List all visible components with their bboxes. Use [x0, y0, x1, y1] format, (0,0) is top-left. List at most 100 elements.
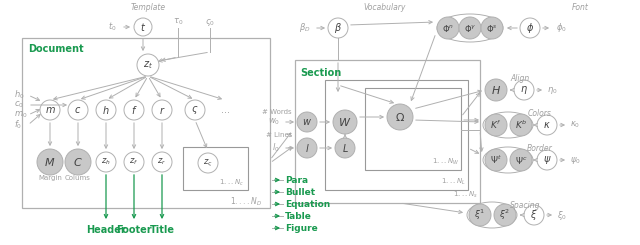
- Circle shape: [333, 110, 357, 134]
- Circle shape: [481, 17, 503, 39]
- Text: $z_t$: $z_t$: [143, 59, 153, 71]
- Text: $\varsigma_0$: $\varsigma_0$: [205, 16, 215, 27]
- Text: $\psi$: $\psi$: [543, 154, 551, 166]
- Text: # Words: # Words: [262, 109, 292, 115]
- Circle shape: [459, 17, 481, 39]
- Circle shape: [335, 138, 355, 158]
- Bar: [295, 60, 480, 203]
- Text: $K^b$: $K^b$: [515, 119, 527, 131]
- Text: $l_0$: $l_0$: [273, 142, 280, 154]
- Text: $\kappa$: $\kappa$: [543, 120, 551, 130]
- Text: $f_0$: $f_0$: [14, 119, 22, 131]
- Circle shape: [494, 204, 516, 226]
- Text: $\eta_0$: $\eta_0$: [547, 85, 557, 96]
- Circle shape: [510, 114, 532, 136]
- Circle shape: [137, 54, 159, 76]
- Text: $c_0$: $c_0$: [14, 100, 24, 110]
- Circle shape: [537, 150, 557, 170]
- Bar: [325, 80, 468, 190]
- Text: $\phi_0$: $\phi_0$: [556, 22, 567, 35]
- Circle shape: [96, 100, 116, 120]
- Text: Vocabulary: Vocabulary: [364, 3, 406, 12]
- Circle shape: [510, 149, 532, 171]
- Text: $w$: $w$: [302, 117, 312, 127]
- Text: Colors: Colors: [528, 109, 552, 118]
- Text: Colums: Colums: [65, 175, 91, 181]
- Text: Figure: Figure: [285, 223, 317, 233]
- Text: $t$: $t$: [140, 21, 146, 33]
- Bar: [365, 88, 461, 170]
- Text: $c$: $c$: [74, 105, 82, 115]
- Text: $1{...}N_L$: $1{...}N_L$: [441, 177, 466, 187]
- Circle shape: [65, 149, 91, 175]
- Circle shape: [328, 18, 348, 38]
- Text: $L$: $L$: [342, 142, 348, 154]
- Text: $w_0$: $w_0$: [268, 117, 280, 127]
- Circle shape: [485, 114, 507, 136]
- Text: $t_0$: $t_0$: [108, 21, 116, 33]
- Circle shape: [297, 138, 317, 158]
- Text: $z_r$: $z_r$: [157, 157, 166, 167]
- Text: ...: ...: [221, 105, 230, 115]
- Circle shape: [485, 79, 507, 101]
- Text: $\Omega$: $\Omega$: [395, 111, 405, 123]
- Circle shape: [124, 152, 144, 172]
- Text: $\Phi^\gamma$: $\Phi^\gamma$: [464, 23, 476, 34]
- Text: Align: Align: [510, 74, 530, 83]
- Text: $f$: $f$: [131, 104, 138, 116]
- Text: Title: Title: [150, 225, 175, 235]
- Circle shape: [37, 149, 63, 175]
- Text: Spacing: Spacing: [509, 200, 540, 209]
- Text: Section: Section: [300, 68, 341, 78]
- Text: $l$: $l$: [305, 142, 309, 154]
- Circle shape: [134, 18, 152, 36]
- Circle shape: [297, 112, 317, 132]
- Text: $h$: $h$: [102, 104, 109, 116]
- Circle shape: [514, 80, 534, 100]
- Text: Margin: Margin: [38, 175, 62, 181]
- Circle shape: [524, 205, 544, 225]
- Text: Template: Template: [131, 3, 166, 12]
- Circle shape: [185, 100, 205, 120]
- Text: Border: Border: [527, 144, 553, 152]
- Circle shape: [437, 17, 459, 39]
- Text: $\Psi^c$: $\Psi^c$: [515, 155, 527, 166]
- Text: $\eta$: $\eta$: [520, 84, 528, 96]
- Text: Font: Font: [572, 3, 588, 12]
- Text: $W$: $W$: [339, 116, 351, 128]
- Text: # Lines: # Lines: [266, 132, 292, 138]
- Circle shape: [537, 115, 557, 135]
- Text: $\kappa_0$: $\kappa_0$: [570, 120, 580, 130]
- Text: $\xi^2$: $\xi^2$: [499, 208, 511, 222]
- Text: $\beta$: $\beta$: [334, 21, 342, 35]
- Circle shape: [387, 104, 413, 130]
- Circle shape: [469, 204, 491, 226]
- Text: $\xi^1$: $\xi^1$: [474, 208, 486, 222]
- Circle shape: [198, 153, 218, 173]
- Text: $M$: $M$: [44, 156, 56, 168]
- Text: $r$: $r$: [159, 105, 165, 115]
- Circle shape: [68, 100, 88, 120]
- Text: $C$: $C$: [73, 156, 83, 168]
- Text: $1{...}N_s$: $1{...}N_s$: [453, 190, 478, 200]
- Text: $z_\varsigma$: $z_\varsigma$: [203, 158, 213, 169]
- Text: $z_h$: $z_h$: [101, 157, 111, 167]
- Text: Para: Para: [285, 175, 308, 184]
- Text: $1{...}N_W$: $1{...}N_W$: [431, 157, 459, 167]
- Text: $\xi$: $\xi$: [530, 208, 538, 222]
- Text: Bullet: Bullet: [285, 187, 315, 196]
- Text: $m$: $m$: [45, 105, 56, 115]
- Circle shape: [96, 152, 116, 172]
- Circle shape: [485, 149, 507, 171]
- Circle shape: [40, 100, 60, 120]
- Text: $\Phi^n$: $\Phi^n$: [442, 23, 454, 34]
- Circle shape: [152, 152, 172, 172]
- Text: $\tau_0$: $\tau_0$: [173, 17, 183, 27]
- Text: $\xi_0$: $\xi_0$: [557, 208, 567, 221]
- Text: $\Phi^s$: $\Phi^s$: [486, 23, 498, 34]
- Bar: [22, 38, 270, 208]
- Text: $m_0$: $m_0$: [14, 110, 28, 120]
- Text: $\beta_D$: $\beta_D$: [300, 22, 311, 35]
- Text: $\phi$: $\phi$: [526, 21, 534, 35]
- Text: $h_0$: $h_0$: [14, 89, 24, 101]
